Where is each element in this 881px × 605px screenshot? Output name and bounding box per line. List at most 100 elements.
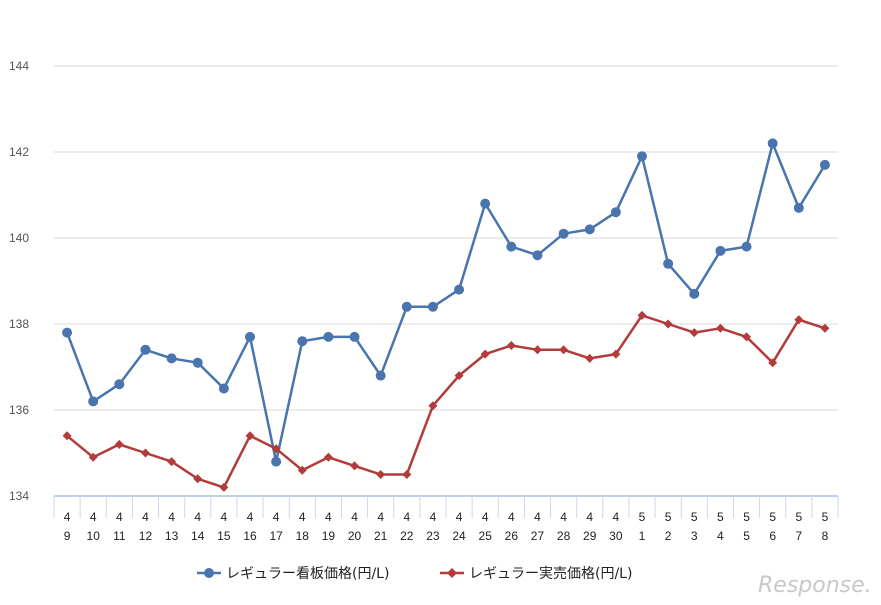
y-tick-label-140: 140 <box>9 231 29 245</box>
series-1-point-21 <box>610 207 621 218</box>
y-tick-label-134: 134 <box>9 489 29 503</box>
x-tick-day-14: 23 <box>426 529 440 543</box>
series-2-point-0 <box>62 431 72 441</box>
series-2-point-14 <box>428 401 438 411</box>
x-tick-month-26: 5 <box>743 510 750 524</box>
x-tick-day-16: 25 <box>479 529 493 543</box>
y-tick-label-138: 138 <box>9 317 29 331</box>
x-tick-day-15: 24 <box>452 529 466 543</box>
x-tick-day-11: 20 <box>348 529 362 543</box>
x-tick-day-13: 22 <box>400 529 414 543</box>
x-tick-day-2: 11 <box>113 529 126 543</box>
series-2-line <box>66 314 826 489</box>
series-1-point-18 <box>532 250 543 261</box>
x-tick-month-13: 4 <box>403 510 410 524</box>
x-tick-month-21: 4 <box>613 510 620 524</box>
x-tick-month-12: 4 <box>377 510 384 524</box>
x-tick-month-9: 4 <box>299 510 306 524</box>
x-tick-day-21: 30 <box>609 529 623 543</box>
series-1-point-23 <box>663 258 674 269</box>
x-tick-month-6: 4 <box>221 510 228 524</box>
x-tick-day-9: 18 <box>296 529 310 543</box>
series-1-point-28 <box>793 202 804 213</box>
series-lines <box>62 138 830 492</box>
x-tick-day-27: 6 <box>769 529 776 543</box>
x-tick-month-24: 5 <box>691 510 698 524</box>
x-tick-month-15: 4 <box>456 510 463 524</box>
x-tick-day-5: 14 <box>191 529 205 543</box>
series-2-point-27 <box>768 358 778 368</box>
series-2-point-23 <box>663 319 673 329</box>
x-axis <box>53 495 839 518</box>
series-1-point-27 <box>767 138 778 149</box>
series-2-point-21 <box>611 349 621 359</box>
series-1-point-3 <box>140 344 151 355</box>
x-tick-month-8: 4 <box>273 510 280 524</box>
y-tick-label-144: 144 <box>9 59 29 73</box>
x-tick-day-24: 3 <box>691 529 698 543</box>
x-tick-month-25: 5 <box>717 510 724 524</box>
x-tick-day-19: 28 <box>557 529 571 543</box>
x-tick-month-23: 5 <box>665 510 672 524</box>
y-tick-labels: 134 136 138 140 142 144 <box>9 59 29 503</box>
x-tick-day-28: 7 <box>795 529 802 543</box>
series-1-point-14 <box>427 301 438 312</box>
x-tick-day-18: 27 <box>531 529 545 543</box>
x-tick-day-8: 17 <box>269 529 283 543</box>
x-tick-day-0: 9 <box>64 529 71 543</box>
x-tick-month-19: 4 <box>560 510 567 524</box>
series-1-line <box>65 142 827 463</box>
x-tick-day-3: 12 <box>139 529 153 543</box>
x-tick-month-17: 4 <box>508 510 515 524</box>
series-2-point-15 <box>454 371 464 381</box>
legend-marker-series-1 <box>204 568 214 578</box>
series-2-point-12 <box>376 470 386 479</box>
series-2-point-19 <box>559 345 569 355</box>
series-2-point-28 <box>794 315 804 325</box>
x-tick-month-3: 4 <box>142 510 149 524</box>
series-2-point-4 <box>167 457 177 467</box>
legend: レギュラー看板価格(円/L) レギュラー実売価格(円/L) <box>197 566 632 582</box>
x-tick-month-18: 4 <box>534 510 541 524</box>
series-2-point-5 <box>193 474 203 484</box>
series-1-point-8 <box>271 456 282 467</box>
series-2-point-26 <box>742 332 752 342</box>
y-tick-label-142: 142 <box>9 145 29 159</box>
x-tick-day-12: 21 <box>374 529 388 543</box>
series-2-point-16 <box>480 349 490 359</box>
series-1-point-10 <box>323 331 334 342</box>
y-tick-label-136: 136 <box>9 403 29 417</box>
series-2-point-7 <box>245 431 255 441</box>
x-tick-month-7: 4 <box>247 510 254 524</box>
series-2-point-20 <box>585 353 595 363</box>
series-1-point-25 <box>715 245 726 256</box>
series-2-point-6 <box>219 482 229 492</box>
x-tick-day-1: 10 <box>87 529 101 543</box>
x-tick-day-7: 16 <box>243 529 257 543</box>
series-1-point-4 <box>166 353 177 364</box>
legend-label-series-2: レギュラー実売価格(円/L) <box>469 566 632 582</box>
series-2-point-1 <box>88 452 98 462</box>
legend-label-series-1: レギュラー看板価格(円/L) <box>226 566 389 582</box>
series-1-point-29 <box>819 159 830 170</box>
series-1-point-26 <box>741 241 752 252</box>
x-tick-month-29: 5 <box>822 510 829 524</box>
x-tick-day-6: 15 <box>217 529 231 543</box>
legend-item-series-2: レギュラー実売価格(円/L) <box>440 566 632 582</box>
series-1-point-7 <box>245 331 255 342</box>
gridlines <box>54 65 838 411</box>
legend-item-series-1: レギュラー看板価格(円/L) <box>197 566 389 582</box>
series-1-point-12 <box>375 370 386 381</box>
x-tick-day-29: 8 <box>822 529 829 543</box>
x-tick-month-16: 4 <box>482 510 489 524</box>
x-tick-labels: 4941041141241341441541641741841942042142… <box>64 510 829 543</box>
series-2-point-3 <box>140 448 150 458</box>
x-tick-month-28: 5 <box>795 510 802 524</box>
x-tick-month-4: 4 <box>168 510 175 524</box>
x-tick-month-11: 4 <box>351 510 358 524</box>
series-1-point-20 <box>584 224 595 235</box>
x-tick-day-20: 29 <box>583 529 597 543</box>
series-2-point-18 <box>532 345 542 355</box>
x-tick-day-23: 2 <box>665 529 672 543</box>
x-tick-day-25: 4 <box>717 529 724 543</box>
